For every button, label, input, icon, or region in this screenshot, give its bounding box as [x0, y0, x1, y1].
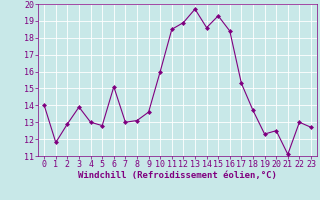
X-axis label: Windchill (Refroidissement éolien,°C): Windchill (Refroidissement éolien,°C)	[78, 171, 277, 180]
